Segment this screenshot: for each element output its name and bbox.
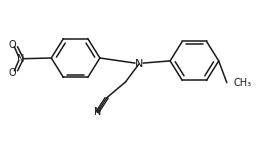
Text: N: N (16, 54, 24, 64)
Text: N: N (135, 59, 143, 69)
Text: CH₃: CH₃ (234, 78, 252, 88)
Text: N: N (93, 107, 101, 117)
Text: O: O (8, 68, 16, 77)
Text: O: O (8, 40, 16, 50)
